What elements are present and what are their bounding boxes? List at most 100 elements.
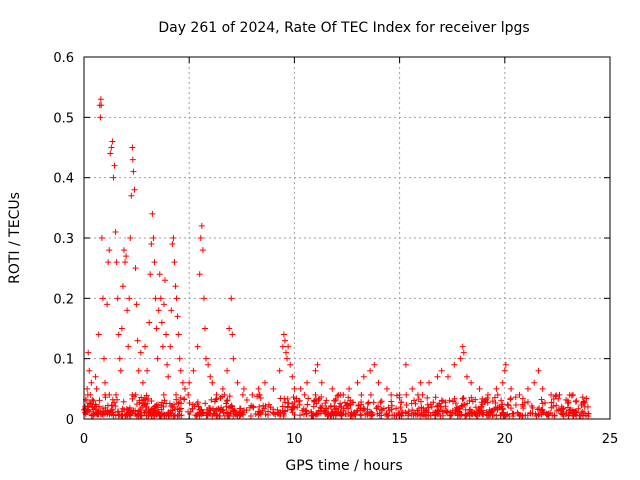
data-point-baseline <box>101 410 108 417</box>
data-point-baseline <box>544 411 551 418</box>
data-point-baseline <box>518 412 525 419</box>
data-point <box>539 385 546 392</box>
data-point-baseline <box>209 412 216 419</box>
data-point <box>100 355 107 362</box>
data-point-baseline <box>247 412 254 419</box>
data-point-baseline <box>155 401 162 408</box>
data-point <box>149 210 156 217</box>
data-point-baseline <box>423 412 430 419</box>
data-point-baseline <box>205 404 212 411</box>
data-point <box>463 373 470 380</box>
data-point-baseline <box>583 395 590 402</box>
data-point-baseline <box>443 409 450 416</box>
data-point <box>329 385 336 392</box>
data-point <box>354 379 361 386</box>
data-point <box>135 367 142 374</box>
data-point <box>97 96 104 103</box>
data-point <box>249 391 256 398</box>
data-point <box>102 379 109 386</box>
data-point-baseline <box>332 408 339 415</box>
data-point-baseline <box>458 402 465 409</box>
data-point <box>346 385 353 392</box>
data-point-baseline <box>133 401 140 408</box>
data-point-baseline <box>277 411 284 418</box>
data-point <box>276 367 283 374</box>
data-point <box>137 349 144 356</box>
data-point-baseline <box>311 398 318 405</box>
data-point-baseline <box>280 412 287 419</box>
data-point <box>139 379 146 386</box>
data-point-baseline <box>159 410 166 417</box>
data-point-baseline <box>300 411 307 418</box>
data-point <box>535 367 542 374</box>
data-point-baseline <box>249 403 256 410</box>
y-tick-label: 0.4 <box>53 172 74 187</box>
data-point-baseline <box>109 406 116 413</box>
data-point <box>199 247 206 254</box>
data-point-baseline <box>466 412 473 419</box>
data-point-baseline <box>520 405 527 412</box>
data-point-baseline <box>388 398 395 405</box>
data-point-baseline <box>558 406 565 413</box>
data-point <box>113 259 120 266</box>
data-point <box>524 385 531 392</box>
data-point <box>98 235 105 241</box>
data-point-baseline <box>113 391 120 398</box>
data-point-baseline <box>385 404 392 411</box>
data-point <box>157 295 164 302</box>
data-point-baseline <box>424 394 431 401</box>
data-point <box>240 385 247 392</box>
data-point-baseline <box>185 391 192 398</box>
data-point-baseline <box>256 391 263 398</box>
data-point-baseline <box>462 406 469 413</box>
data-point-baseline <box>228 403 235 410</box>
data-point-baseline <box>246 404 253 411</box>
data-point <box>548 391 555 398</box>
data-point <box>371 361 378 368</box>
data-point <box>111 162 118 169</box>
data-point <box>181 385 188 392</box>
data-point <box>86 367 93 374</box>
data-point <box>584 403 591 410</box>
data-point-baseline <box>491 394 498 401</box>
data-point-baseline <box>91 411 98 418</box>
data-point <box>146 319 153 326</box>
data-point <box>128 192 135 199</box>
data-point <box>156 271 163 278</box>
data-point-baseline <box>403 391 410 398</box>
data-point <box>176 355 183 362</box>
chart-title: Day 261 of 2024, Rate Of TEC Index for r… <box>158 20 529 36</box>
data-point <box>451 361 458 368</box>
data-point-baseline <box>462 412 469 419</box>
data-point <box>289 373 296 380</box>
data-point-baseline <box>514 409 521 416</box>
data-point <box>147 271 154 278</box>
data-point <box>131 186 138 193</box>
data-point <box>207 373 214 380</box>
data-point-baseline <box>364 409 371 416</box>
data-point-baseline <box>148 397 155 404</box>
data-point-baseline <box>305 395 312 402</box>
data-point-baseline <box>138 394 145 401</box>
y-tick-label: 0 <box>66 413 74 428</box>
data-point-baseline <box>534 406 541 413</box>
data-point-baseline <box>494 391 501 398</box>
data-point-baseline <box>215 406 222 413</box>
data-point-baseline <box>113 396 120 403</box>
data-point-baseline <box>168 412 175 419</box>
data-point-baseline <box>212 407 219 414</box>
data-point-baseline <box>338 404 345 411</box>
data-point <box>108 144 115 151</box>
data-point-baseline <box>397 404 404 411</box>
data-point-baseline <box>447 412 454 419</box>
data-point-baseline <box>435 407 442 414</box>
data-point <box>531 379 538 386</box>
data-point <box>159 343 166 350</box>
data-point-baseline <box>377 399 384 406</box>
data-point-baseline <box>459 395 466 402</box>
data-point-baseline <box>232 408 239 415</box>
data-point-baseline <box>452 409 459 416</box>
data-point <box>282 349 289 356</box>
data-point <box>155 307 162 314</box>
data-point-baseline <box>243 407 250 414</box>
